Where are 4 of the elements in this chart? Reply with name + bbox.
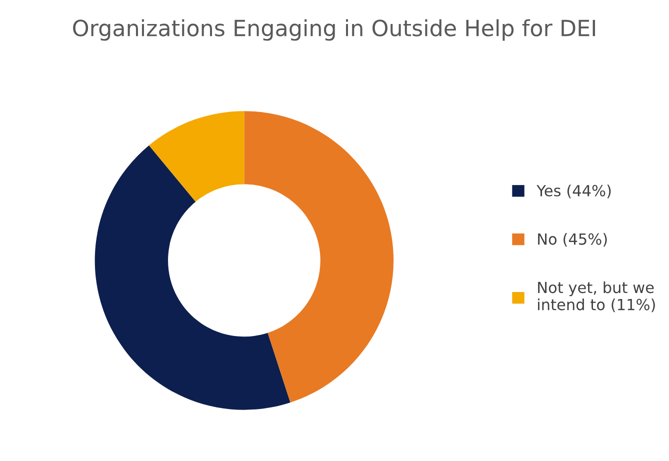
legend-label: Not yet, but we intend to (11%) <box>538 281 655 312</box>
legend-label: Yes (44%) <box>536 184 611 198</box>
legend-label: No (45%) <box>538 233 607 247</box>
chart-title: Organizations Engaging in Outside Help for DEI <box>73 19 595 41</box>
